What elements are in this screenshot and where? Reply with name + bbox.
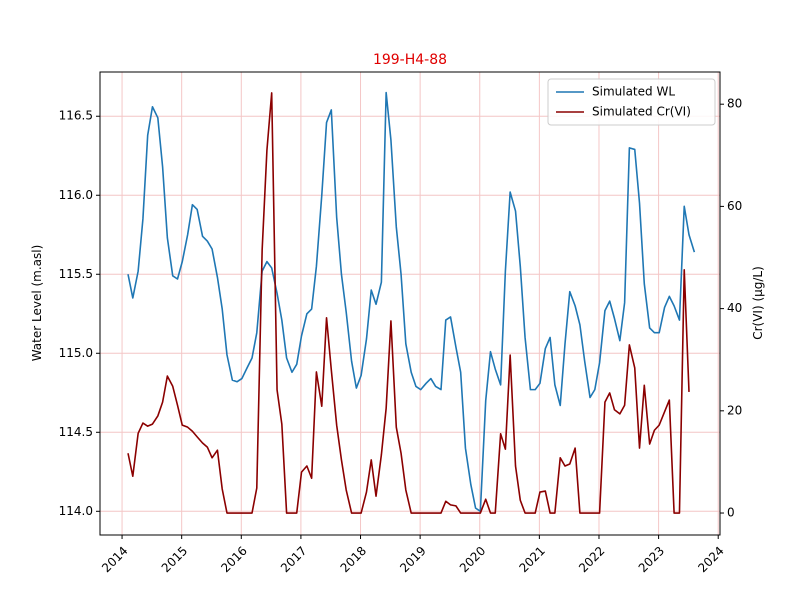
- x-tick-label: 2014: [99, 544, 130, 575]
- y-tick-label: 114.5: [59, 425, 93, 439]
- y2-axis-label: Cr(VI) (µg/L): [751, 266, 765, 340]
- x-tick-label: 2019: [397, 544, 428, 575]
- y-tick-label: 116.5: [59, 109, 93, 123]
- x-tick-label: 2017: [278, 544, 309, 575]
- data-line: [127, 92, 690, 514]
- x-tick-label: 2016: [218, 544, 249, 575]
- x-tick-label: 2023: [636, 544, 667, 575]
- x-tick-label: 2018: [338, 544, 369, 575]
- x-tick-label: 2024: [695, 544, 726, 575]
- plot-frame: [99, 71, 721, 536]
- y2-tick-label: 20: [727, 403, 742, 417]
- x-tick-label: 2022: [576, 544, 607, 575]
- y-axis-label: Water Level (m.asl): [30, 245, 44, 362]
- x-tick-label: 2015: [159, 544, 190, 575]
- x-tick-label: 2021: [516, 544, 547, 575]
- chart-title: 199-H4-88: [373, 52, 447, 68]
- y2-tick-label: 60: [727, 199, 742, 213]
- y-tick-label: 115.5: [59, 267, 93, 281]
- legend-box: [547, 78, 716, 126]
- y2-tick-label: 40: [727, 301, 742, 315]
- x-tick-label: 2020: [457, 544, 488, 575]
- data-line: [127, 91, 696, 513]
- y-tick-label: 114.0: [59, 504, 93, 518]
- y-tick-label: 115.0: [59, 346, 93, 360]
- y-tick-label: 116.0: [59, 188, 93, 202]
- y2-tick-label: 80: [727, 97, 742, 111]
- legend-label: Simulated Cr(VI): [592, 105, 691, 119]
- y2-tick-label: 0: [727, 506, 735, 520]
- legend-label: Simulated WL: [592, 85, 675, 99]
